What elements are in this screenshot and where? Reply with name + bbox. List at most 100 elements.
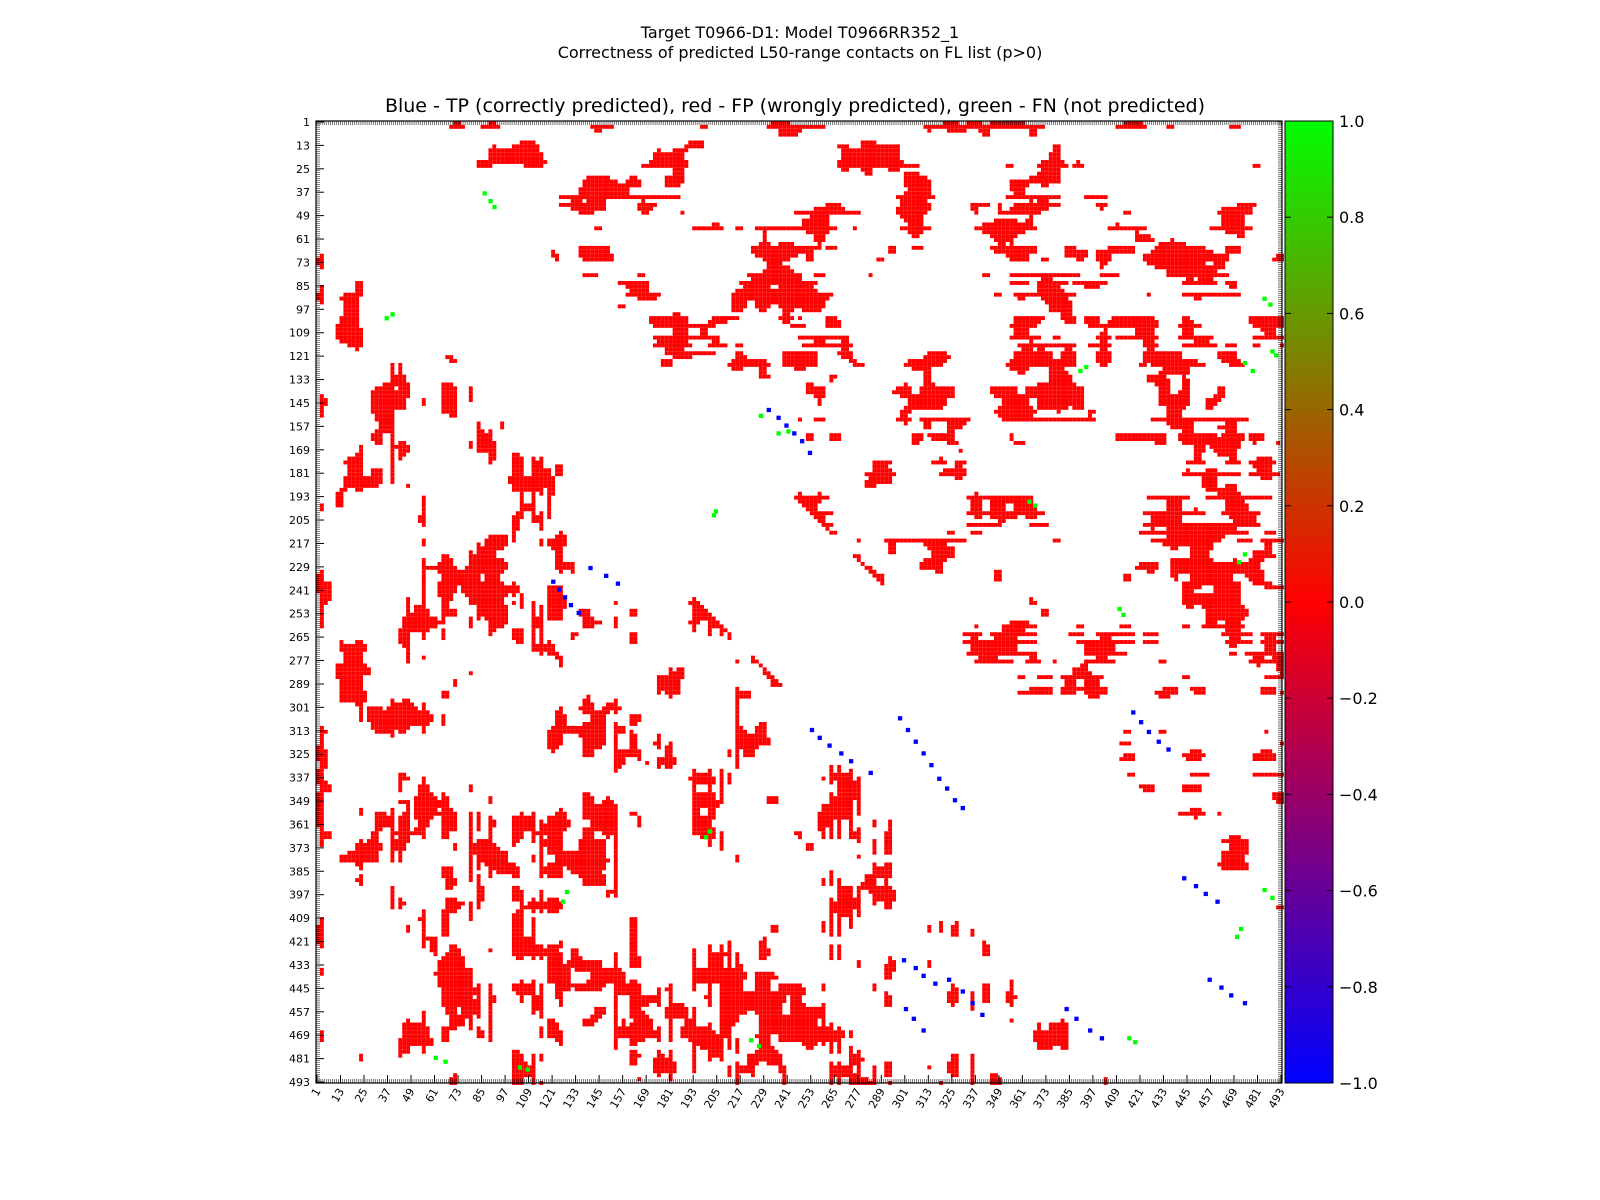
fp-cell: [805, 308, 810, 313]
fp-cell: [778, 304, 783, 309]
fp-cell: [504, 850, 509, 855]
fp-cell: [496, 858, 501, 863]
fp-cell: [441, 835, 446, 840]
fp-cell: [645, 281, 650, 285]
fp-cell: [343, 487, 348, 492]
fp-cell: [860, 156, 865, 161]
fp-cell: [413, 831, 418, 836]
fp-cell: [754, 284, 759, 289]
fp-cell: [551, 827, 556, 832]
fp-cell: [754, 226, 759, 231]
fp-cell: [1233, 206, 1237, 211]
fp-cell: [496, 850, 501, 855]
fp-cell: [515, 460, 520, 465]
fp-cell: [551, 729, 556, 734]
fp-cell: [421, 909, 426, 914]
fp-cell: [1029, 323, 1034, 328]
fp-cell: [417, 831, 422, 836]
fp-cell: [919, 214, 924, 219]
fp-cell: [606, 183, 610, 188]
fp-cell: [1005, 222, 1010, 227]
fp-cell: [468, 975, 473, 980]
fp-cell: [527, 476, 532, 481]
fp-cell: [774, 249, 779, 254]
fp-cell: [519, 507, 524, 512]
fp-cell: [519, 956, 524, 961]
fp-cell: [319, 1034, 324, 1039]
fp-cell: [402, 722, 407, 726]
fp-cell: [911, 230, 916, 235]
fp-cell: [798, 288, 802, 293]
fp-cell: [319, 792, 324, 797]
fp-cell: [551, 643, 556, 648]
fp-cell: [390, 398, 395, 402]
fp-cell: [762, 284, 767, 289]
fp-cell: [982, 124, 987, 129]
fp-cell: [672, 331, 677, 336]
fp-cell: [558, 663, 563, 668]
fp-cell: [488, 152, 493, 157]
fp-cell: [535, 647, 540, 652]
fp-cell: [782, 121, 787, 125]
fp-cell: [758, 359, 763, 363]
fp-cell: [445, 398, 450, 402]
fp-cell: [1048, 202, 1053, 207]
fp-cell: [449, 901, 454, 906]
fp-cell: [351, 675, 356, 680]
fp-cell: [762, 292, 767, 297]
fp-cell: [664, 316, 669, 321]
fp-cell: [347, 335, 352, 340]
fp-cell: [437, 963, 442, 968]
fp-cell: [531, 156, 536, 161]
fp-cell: [739, 308, 744, 313]
fp-cell: [515, 913, 520, 918]
fp-cell: [1037, 355, 1041, 360]
fp-cell: [476, 565, 481, 570]
fp-cell: [1037, 292, 1041, 297]
fp-cell: [488, 815, 493, 820]
fp-cell: [1052, 195, 1057, 200]
fp-cell: [417, 1038, 422, 1043]
fp-cell: [547, 612, 552, 617]
fp-cell: [531, 620, 536, 625]
fp-cell: [739, 366, 744, 371]
fp-cell: [829, 206, 834, 211]
fp-cell: [884, 144, 889, 149]
fp-cell: [829, 335, 834, 340]
fp-cell: [441, 409, 446, 414]
fp-cell: [511, 827, 516, 832]
fp-cell: [355, 468, 360, 473]
fp-cell: [907, 202, 912, 207]
fp-cell: [351, 663, 356, 668]
fp-cell: [1138, 238, 1143, 242]
fp-cell: [468, 601, 473, 605]
fp-cell: [402, 725, 407, 730]
fp-cell: [351, 320, 356, 324]
fp-cell: [433, 616, 438, 621]
fp-cell: [496, 573, 501, 578]
fp-cell: [1009, 323, 1014, 328]
fp-cell: [343, 316, 348, 321]
fp-cell: [884, 148, 889, 153]
fp-cell: [558, 722, 563, 726]
fp-cell: [1072, 253, 1077, 258]
fp-cell: [382, 815, 387, 820]
fp-cell: [327, 597, 332, 602]
fp-cell: [535, 487, 540, 492]
fp-cell: [355, 472, 360, 477]
fp-cell: [1048, 288, 1053, 293]
fp-cell: [954, 124, 959, 129]
fp-cell: [449, 585, 454, 590]
fp-cell: [805, 230, 810, 235]
fp-cell: [441, 398, 446, 402]
fp-cell: [531, 624, 536, 629]
fp-cell: [472, 581, 477, 586]
fp-cell: [343, 292, 348, 297]
fp-cell: [468, 1018, 473, 1023]
fp-cell: [1068, 362, 1073, 367]
fp-cell: [558, 464, 563, 469]
fp-cell: [472, 562, 477, 566]
fp-cell: [1225, 206, 1230, 211]
fp-cell: [1154, 351, 1159, 356]
fp-cell: [931, 351, 936, 356]
